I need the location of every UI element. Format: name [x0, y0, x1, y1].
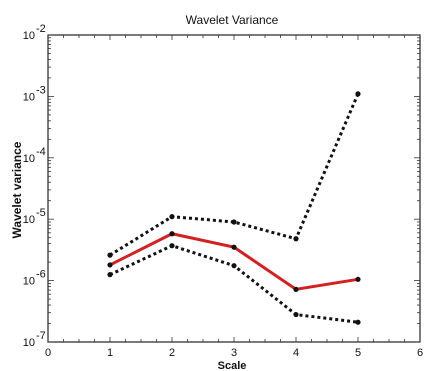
data-point-lower-bound [231, 263, 237, 269]
chart-title: Wavelet Variance [186, 13, 279, 27]
plot-frame [47, 34, 421, 343]
y-tick-exponent: -7 [36, 330, 46, 342]
y-tick-exponent: -4 [36, 146, 46, 158]
x-tick-label: 0 [45, 347, 51, 359]
data-point-estimate [355, 276, 361, 282]
series-group [107, 91, 361, 325]
x-tick-label: 4 [293, 347, 299, 359]
data-point-estimate [107, 262, 113, 268]
data-point-lower-bound [293, 311, 299, 318]
data-point-upper-bound [231, 219, 237, 225]
data-point-upper-bound [169, 214, 175, 220]
data-point-lower-bound [169, 243, 175, 249]
x-tick-labels: 0 1 2 3 4 5 6 [45, 347, 423, 359]
data-point-lower-bound [107, 272, 113, 278]
tick-marks [47, 34, 421, 343]
series-line-estimate [109, 232, 359, 291]
data-point-estimate [293, 286, 299, 292]
data-point-estimate [169, 231, 175, 237]
x-tick-label: 1 [107, 347, 113, 359]
data-point-upper-bound [293, 236, 299, 242]
data-point-upper-bound [355, 91, 361, 97]
series-line-upper-bound [109, 93, 360, 257]
y-tick-exponent: -6 [36, 269, 46, 281]
x-tick-label: 5 [355, 347, 361, 359]
y-tick-labels: 10-710-610-510-410-310-2 [23, 23, 46, 349]
y-tick-exponent: -2 [36, 23, 46, 35]
y-tick-label: 10 [23, 153, 35, 165]
data-point-lower-bound [355, 319, 361, 325]
x-axis-label: Scale [218, 360, 247, 371]
y-tick-label: 10 [23, 91, 35, 103]
y-tick-exponent: -5 [36, 207, 46, 219]
data-point-estimate [231, 244, 237, 250]
y-tick-label: 10 [23, 276, 35, 288]
data-point-upper-bound [107, 252, 113, 258]
y-tick-label: 10 [23, 30, 35, 42]
x-tick-label: 6 [417, 347, 423, 359]
y-tick-label: 10 [23, 337, 35, 349]
y-tick-exponent: -3 [36, 84, 46, 96]
x-tick-label: 2 [169, 347, 175, 359]
y-axis-label: Wavelet variance [10, 141, 24, 238]
x-tick-label: 3 [231, 347, 237, 359]
y-tick-label: 10 [23, 214, 35, 226]
